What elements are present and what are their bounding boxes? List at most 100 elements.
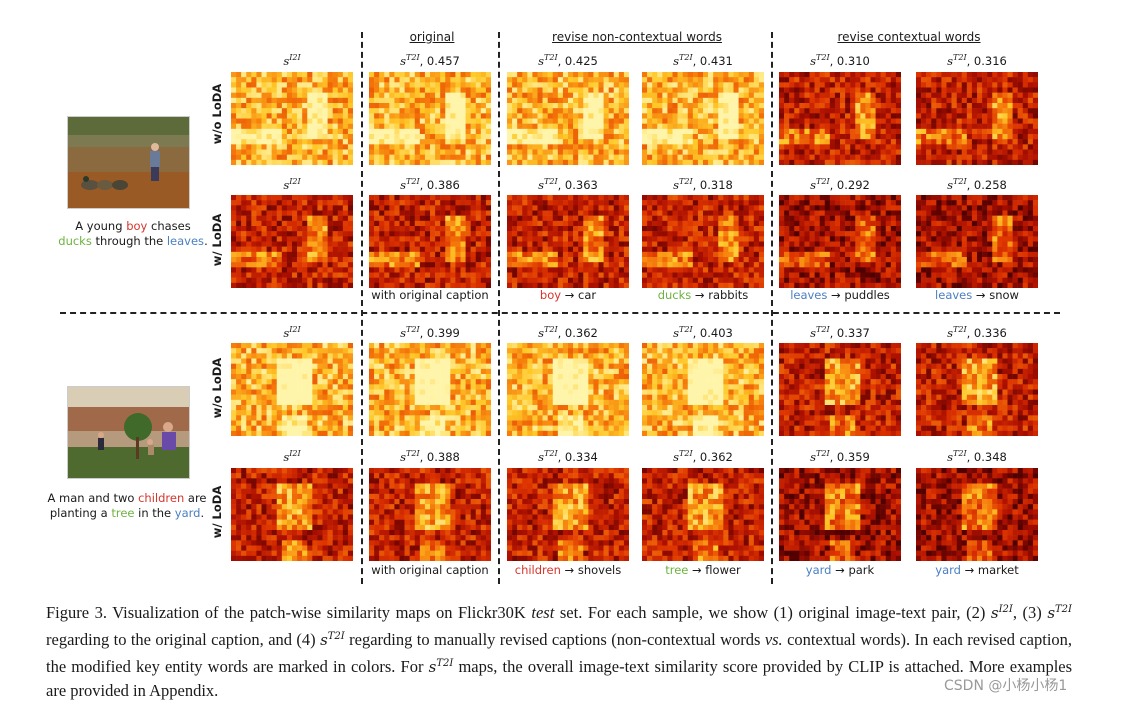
revised-word-new: car xyxy=(578,288,597,302)
similarity-score: , 0.457 xyxy=(419,53,460,68)
revised-word-new: puddles xyxy=(844,288,890,302)
revised-word-original: yard xyxy=(935,563,961,577)
sample-photo-2 xyxy=(67,386,190,479)
similarity-score: , 0.362 xyxy=(557,325,598,340)
similarity-score: , 0.359 xyxy=(829,449,870,464)
column-caption: ducks → rabbits xyxy=(628,288,778,302)
header-noncontextual: revise non-contextual words xyxy=(552,30,722,44)
score-label-t2i: sT2I, 0.362 xyxy=(673,449,733,464)
similarity-map-t2i xyxy=(779,195,901,288)
row-label-s1-without: w/o LoDA xyxy=(210,83,224,145)
revised-word-original: leaves xyxy=(790,288,828,302)
similarity-map-t2i xyxy=(779,343,901,436)
sample-photo-1 xyxy=(67,116,190,209)
score-label-t2i: sT2I, 0.425 xyxy=(538,53,598,68)
column-caption: leaves → snow xyxy=(902,288,1052,302)
header-contextual: revise contextual words xyxy=(837,30,981,44)
similarity-map-t2i xyxy=(916,468,1038,561)
column-caption: yard → market xyxy=(902,563,1052,577)
revised-word-original: children xyxy=(514,563,561,577)
revised-word-new: flower xyxy=(705,563,741,577)
arrow-icon: → xyxy=(827,288,845,302)
similarity-map-t2i xyxy=(642,468,764,561)
watermark: CSDN @小杨小杨1 xyxy=(944,678,1068,694)
similarity-map-t2i xyxy=(916,72,1038,165)
revised-word-new: snow xyxy=(989,288,1019,302)
sample-caption-2: A man and two children are planting a tre… xyxy=(42,491,212,521)
score-label-t2i: sT2I, 0.318 xyxy=(673,177,733,192)
similarity-score: , 0.318 xyxy=(692,177,733,192)
column-caption: with original caption xyxy=(355,288,505,302)
revised-word-new: shovels xyxy=(577,563,622,577)
similarity-map-t2i xyxy=(642,343,764,436)
row-label-s2-without: w/o LoDA xyxy=(210,357,224,419)
arrow-icon: → xyxy=(831,563,849,577)
row-label-s2-with: w/ LoDA xyxy=(210,485,224,539)
score-label-t2i: sT2I, 0.403 xyxy=(673,325,733,340)
score-label-t2i: sT2I, 0.457 xyxy=(400,53,460,68)
similarity-score: , 0.362 xyxy=(692,449,733,464)
keyword-green: tree xyxy=(111,506,135,520)
similarity-score: , 0.337 xyxy=(829,325,870,340)
revised-word-new: with original caption xyxy=(371,288,489,302)
separator-3 xyxy=(771,32,773,584)
similarity-score: , 0.363 xyxy=(557,177,598,192)
column-caption: children → shovels xyxy=(493,563,643,577)
column-caption: with original caption xyxy=(355,563,505,577)
keyword-red: children xyxy=(138,491,185,505)
keyword-blue: yard xyxy=(174,506,201,520)
similarity-score: , 0.403 xyxy=(692,325,733,340)
caption-text: A man and two xyxy=(47,491,139,505)
similarity-score: , 0.334 xyxy=(557,449,598,464)
separator-2 xyxy=(498,32,500,584)
similarity-score: , 0.399 xyxy=(419,325,460,340)
similarity-score: , 0.316 xyxy=(966,53,1007,68)
score-label-t2i: sT2I, 0.359 xyxy=(810,449,870,464)
similarity-map-i2i xyxy=(231,468,353,561)
keyword-blue: leaves xyxy=(166,234,205,248)
header-original: original xyxy=(409,30,455,44)
score-label-t2i: sT2I, 0.362 xyxy=(538,325,598,340)
column-caption: yard → park xyxy=(765,563,915,577)
similarity-map-t2i xyxy=(369,195,491,288)
similarity-map-t2i xyxy=(507,468,629,561)
score-label-t2i: sT2I, 0.386 xyxy=(400,177,460,192)
caption-text: in the xyxy=(134,506,175,520)
caption-text: A young xyxy=(75,219,127,233)
similarity-score: , 0.425 xyxy=(557,53,598,68)
similarity-score: , 0.386 xyxy=(419,177,460,192)
column-caption: leaves → puddles xyxy=(765,288,915,302)
revised-word-new: market xyxy=(977,563,1019,577)
similarity-map-t2i xyxy=(779,72,901,165)
similarity-score: , 0.348 xyxy=(966,449,1007,464)
score-label-t2i: sT2I, 0.399 xyxy=(400,325,460,340)
keyword-green: ducks xyxy=(58,234,92,248)
similarity-map-t2i xyxy=(779,468,901,561)
similarity-map-i2i xyxy=(231,343,353,436)
similarity-map-t2i xyxy=(642,195,764,288)
caption-text: are xyxy=(184,491,207,505)
similarity-score: , 0.258 xyxy=(966,177,1007,192)
revised-word-original: yard xyxy=(805,563,832,577)
similarity-map-t2i xyxy=(916,195,1038,288)
similarity-score: , 0.388 xyxy=(419,449,460,464)
score-label-t2i: sT2I, 0.336 xyxy=(947,325,1007,340)
arrow-icon: → xyxy=(560,563,578,577)
similarity-score: , 0.310 xyxy=(829,53,870,68)
arrow-icon: → xyxy=(691,288,709,302)
score-label-t2i: sT2I, 0.363 xyxy=(538,177,598,192)
score-label-t2i: sT2I, 0.334 xyxy=(538,449,598,464)
caption-text: chases xyxy=(147,219,191,233)
column-caption: tree → flower xyxy=(628,563,778,577)
revised-word-new: rabbits xyxy=(708,288,749,302)
caption-text: through the xyxy=(91,234,167,248)
score-label-t2i: sT2I, 0.388 xyxy=(400,449,460,464)
score-label-t2i: sT2I, 0.316 xyxy=(947,53,1007,68)
arrow-icon: → xyxy=(972,288,990,302)
score-label-i2i: sI2I xyxy=(283,449,301,464)
revised-word-new: with original caption xyxy=(371,563,489,577)
caption-text: . xyxy=(200,506,205,520)
similarity-score: , 0.336 xyxy=(966,325,1007,340)
score-label-t2i: sT2I, 0.258 xyxy=(947,177,1007,192)
revised-word-original: ducks xyxy=(657,288,692,302)
